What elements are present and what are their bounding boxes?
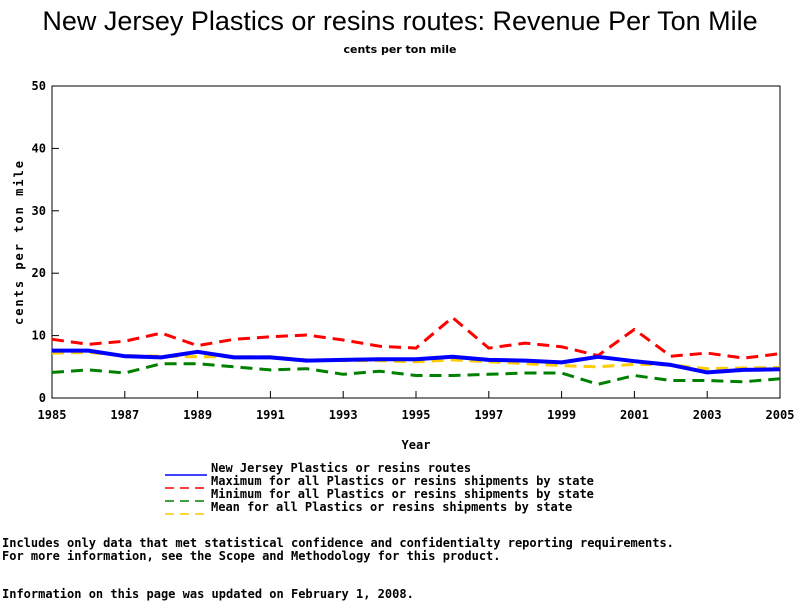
legend-label: Minimum for all Plastics or resins shipm… <box>211 486 594 501</box>
x-tick-label: 2003 <box>693 408 722 422</box>
y-tick-label: 0 <box>39 391 46 405</box>
y-tick-label: 40 <box>32 141 46 155</box>
x-axis-label: Year <box>402 438 431 452</box>
line-chart: 0 10 20 30 40 50 1985 1987 1989 1991 1993 1995 1997… <box>12 79 795 452</box>
legend: New Jersey Plastics or resins routes Max… <box>165 460 594 515</box>
y-axis-label: cents per ton mile <box>12 159 26 325</box>
x-tick-label: 1991 <box>256 408 285 422</box>
legend-swatch-nj-routes <box>165 464 207 476</box>
x-tick-label: 1985 <box>38 408 67 422</box>
series-line-0 <box>52 348 781 375</box>
x-tick-label: 1989 <box>183 408 212 422</box>
y-tick-label: 20 <box>32 266 46 280</box>
series-line-2 <box>51 362 781 386</box>
x-tick-label: 2001 <box>620 408 649 422</box>
x-axis: 1985 1987 1989 1991 1993 1995 1997 1999 2001 2003… <box>38 391 795 422</box>
note-methodology: For more information, see the Scope and … <box>2 549 501 563</box>
x-tick-label: 1993 <box>329 408 358 422</box>
series-line-1 <box>51 316 781 360</box>
legend-label: Mean for all Plastics or resins shipment… <box>211 499 573 514</box>
x-tick-label: 1987 <box>110 408 139 422</box>
legend-item-minimum: Minimum for all Plastics or resins shipm… <box>165 486 594 502</box>
note-updated: Information on this page was updated on … <box>2 587 414 601</box>
y-axis: 0 10 20 30 40 50 <box>32 79 59 405</box>
chart-title: New Jersey Plastics or resins routes: Re… <box>42 6 758 36</box>
legend-item-maximum: Maximum for all Plastics or resins shipm… <box>165 473 594 489</box>
chart-subtitle: cents per ton mile <box>343 43 457 56</box>
legend-label: Maximum for all Plastics or resins shipm… <box>211 473 594 488</box>
legend-swatch-minimum <box>165 490 207 502</box>
x-tick-label: 1995 <box>402 408 431 422</box>
legend-item-nj-routes: New Jersey Plastics or resins routes <box>165 460 594 476</box>
legend-label: New Jersey Plastics or resins routes <box>211 460 472 475</box>
x-tick-label: 1999 <box>547 408 576 422</box>
x-tick-label: 2005 <box>766 408 795 422</box>
legend-swatch-mean <box>165 503 207 515</box>
y-tick-label: 30 <box>32 204 46 218</box>
series-layer <box>51 316 781 386</box>
note-confidence: Includes only data that met statistical … <box>2 536 674 550</box>
plot-area <box>51 85 781 399</box>
y-tick-label: 10 <box>32 329 46 343</box>
legend-item-mean: Mean for all Plastics or resins shipment… <box>165 499 594 515</box>
x-tick-label: 1997 <box>474 408 503 422</box>
y-tick-label: 50 <box>32 79 46 93</box>
legend-swatch-maximum <box>165 477 207 489</box>
